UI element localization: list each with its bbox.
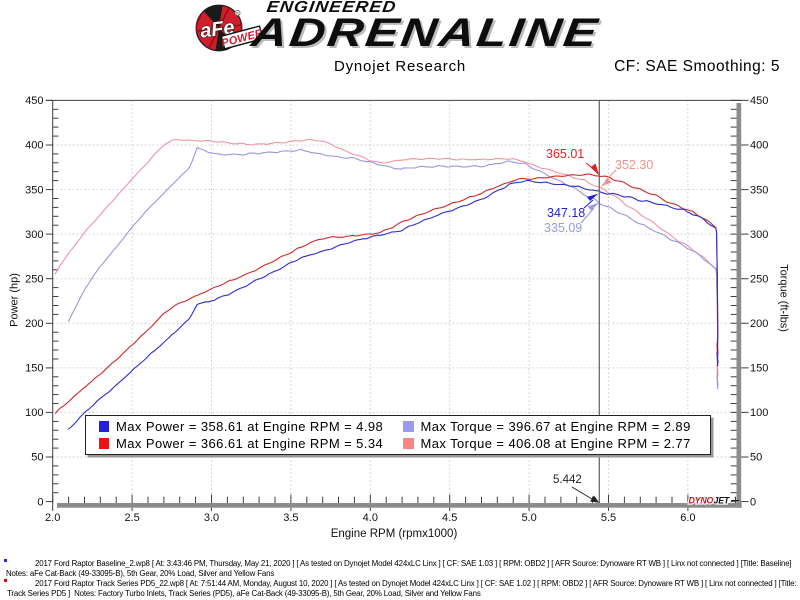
svg-text:350: 350 [750,184,768,196]
svg-text:100: 100 [25,407,43,419]
svg-text:4.5: 4.5 [442,512,457,524]
svg-text:200: 200 [25,318,43,330]
svg-text:250: 250 [25,273,43,285]
svg-text:300: 300 [25,229,43,241]
svg-text:Power (hp): Power (hp) [9,273,21,327]
svg-text:350: 350 [25,184,43,196]
svg-text:450: 450 [25,95,43,107]
svg-text:0: 0 [37,496,43,508]
svg-text:50: 50 [750,452,762,464]
svg-text:150: 150 [25,363,43,375]
svg-text:3.0: 3.0 [204,512,219,524]
svg-text:400: 400 [750,140,768,152]
svg-text:JET: JET [714,496,730,506]
svg-text:300: 300 [750,229,768,241]
svg-text:4.0: 4.0 [363,512,378,524]
svg-text:Torque (ft-lbs): Torque (ft-lbs) [778,264,790,332]
svg-text:DYNO: DYNO [689,496,714,506]
svg-text:250: 250 [750,273,768,285]
svg-text:450: 450 [750,95,768,107]
svg-text:50: 50 [31,452,43,464]
svg-text:100: 100 [750,407,768,419]
svg-text:R: R [236,11,239,16]
svg-text:Engine RPM (rpmx1000): Engine RPM (rpmx1000) [331,528,458,540]
svg-text:2.0: 2.0 [45,512,60,524]
svg-text:5.5: 5.5 [601,512,616,524]
svg-text:0: 0 [750,496,756,508]
svg-text:400: 400 [25,140,43,152]
svg-text:200: 200 [750,318,768,330]
svg-text:6.0: 6.0 [680,512,695,524]
svg-text:5.0: 5.0 [521,512,536,524]
svg-text:3.5: 3.5 [283,512,298,524]
svg-text:2.5: 2.5 [124,512,139,524]
svg-text:150: 150 [750,363,768,375]
